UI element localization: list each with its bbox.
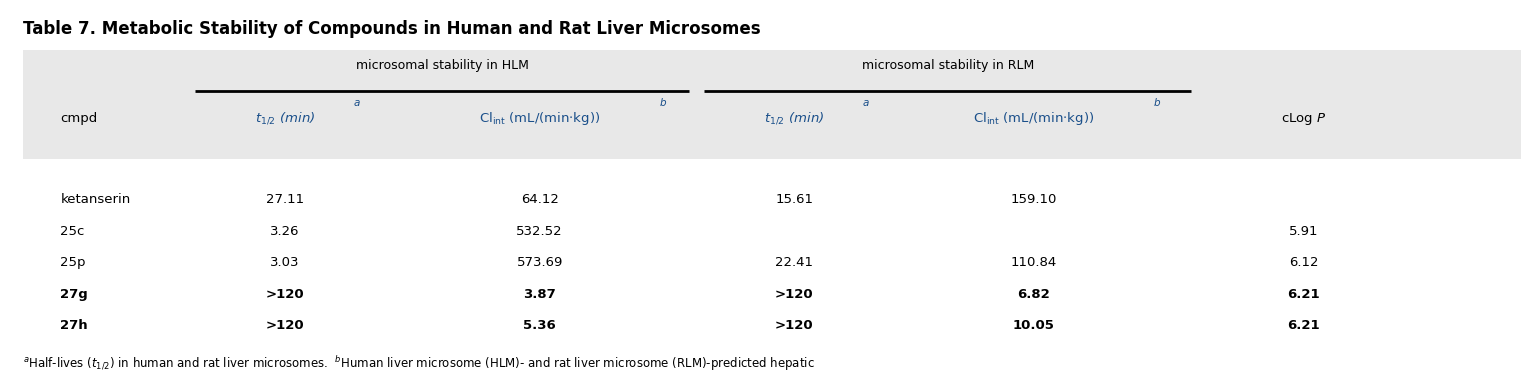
Text: 573.69: 573.69 xyxy=(516,256,562,269)
Text: $^a$Half-lives ($t_{1/2}$) in human and rat liver microsomes.  $^b$Human liver m: $^a$Half-lives ($t_{1/2}$) in human and … xyxy=(23,354,814,372)
Text: b: b xyxy=(659,98,665,108)
Text: 6.21: 6.21 xyxy=(1287,319,1319,332)
Text: 15.61: 15.61 xyxy=(776,193,813,206)
Text: >120: >120 xyxy=(266,319,304,332)
Text: 6.21: 6.21 xyxy=(1287,288,1319,301)
Text: >120: >120 xyxy=(266,288,304,301)
Text: cLog $P$: cLog $P$ xyxy=(1281,111,1326,127)
Text: a: a xyxy=(353,98,361,108)
Text: >120: >120 xyxy=(776,288,814,301)
Text: 25c: 25c xyxy=(60,225,84,238)
Text: $t_{1/2}$ (min): $t_{1/2}$ (min) xyxy=(763,111,825,126)
Text: 110.84: 110.84 xyxy=(1011,256,1057,269)
Text: ketanserin: ketanserin xyxy=(60,193,131,206)
Text: a: a xyxy=(863,98,869,108)
Text: b: b xyxy=(1154,98,1160,108)
Text: 25p: 25p xyxy=(60,256,86,269)
Text: >120: >120 xyxy=(776,319,814,332)
Text: 22.41: 22.41 xyxy=(776,256,813,269)
Text: 3.87: 3.87 xyxy=(524,288,556,301)
Text: cmpd: cmpd xyxy=(60,112,98,125)
Text: $t_{1/2}$ (min): $t_{1/2}$ (min) xyxy=(255,111,315,126)
Bar xyxy=(23,50,1521,159)
Text: 159.10: 159.10 xyxy=(1011,193,1057,206)
Text: microsomal stability in RLM: microsomal stability in RLM xyxy=(862,60,1034,73)
Text: 27.11: 27.11 xyxy=(266,193,304,206)
Text: 5.91: 5.91 xyxy=(1289,225,1318,238)
Text: Table 7. Metabolic Stability of Compounds in Human and Rat Liver Microsomes: Table 7. Metabolic Stability of Compound… xyxy=(23,20,760,38)
Text: 27g: 27g xyxy=(60,288,88,301)
Text: 3.26: 3.26 xyxy=(270,225,300,238)
Text: microsomal stability in HLM: microsomal stability in HLM xyxy=(356,60,528,73)
Text: 64.12: 64.12 xyxy=(521,193,559,206)
Text: 3.03: 3.03 xyxy=(270,256,300,269)
Text: 532.52: 532.52 xyxy=(516,225,564,238)
Text: 10.05: 10.05 xyxy=(1012,319,1055,332)
Text: 27h: 27h xyxy=(60,319,88,332)
Text: 6.12: 6.12 xyxy=(1289,256,1318,269)
Text: 5.36: 5.36 xyxy=(524,319,556,332)
Text: 6.82: 6.82 xyxy=(1017,288,1051,301)
Text: Cl$_{\mathregular{int}}$ (mL/(min$\cdot$kg)): Cl$_{\mathregular{int}}$ (mL/(min$\cdot$… xyxy=(974,110,1095,127)
Text: Cl$_{\mathregular{int}}$ (mL/(min$\cdot$kg)): Cl$_{\mathregular{int}}$ (mL/(min$\cdot$… xyxy=(479,110,601,127)
